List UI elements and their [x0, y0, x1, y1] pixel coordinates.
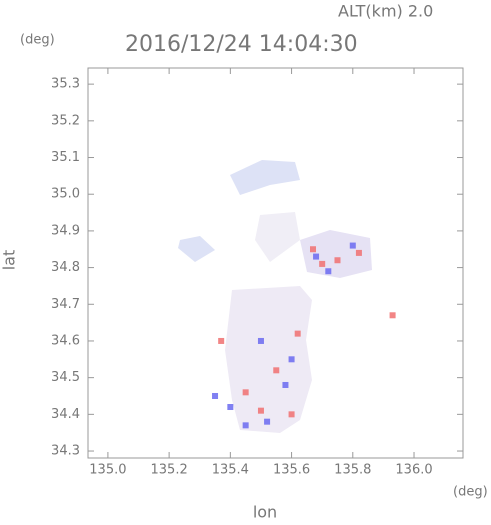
y-tick-label: 34.6	[51, 333, 80, 348]
y-tick-label: 35.1	[51, 150, 80, 165]
echo-point	[212, 392, 219, 399]
y-tick-label: 35.3	[51, 77, 80, 92]
echo-point	[242, 389, 249, 396]
x-tick-label: 135.0	[89, 463, 126, 478]
y-tick-label: 34.5	[51, 370, 80, 385]
x-tick-label: 136.0	[395, 463, 432, 478]
echo-point	[227, 404, 234, 411]
y-tick-label: 35.0	[51, 187, 80, 202]
echo-point	[319, 260, 326, 267]
y-unit: (deg)	[20, 33, 55, 48]
echo-point	[334, 257, 341, 264]
x-axis-label: lon	[253, 503, 277, 522]
field-area	[178, 236, 215, 262]
y-tick-label: 34.3	[51, 444, 80, 459]
echo-point	[389, 312, 396, 319]
echo-point	[349, 242, 356, 249]
echo-point	[310, 246, 316, 253]
y-axis-label: lat	[0, 250, 19, 271]
echo-point	[257, 407, 264, 414]
y-tick-label: 35.2	[51, 113, 80, 128]
echo-point	[264, 418, 271, 425]
x-unit: (deg)	[453, 485, 488, 500]
chart-title: 2016/12/24 14:04:30	[125, 32, 358, 57]
x-tick-label: 135.4	[212, 463, 249, 478]
altitude-label: ALT(km) 2.0	[338, 2, 433, 21]
echo-point	[218, 337, 225, 344]
x-tick-label: 135.6	[273, 463, 310, 478]
y-tick-label: 34.4	[51, 407, 80, 422]
field-area	[255, 212, 300, 262]
echo-point	[313, 253, 320, 260]
echo-field	[178, 160, 372, 433]
field-area	[225, 286, 312, 433]
echo-point	[355, 249, 362, 256]
echo-point	[325, 268, 332, 275]
y-tick-label: 34.8	[51, 260, 80, 275]
echo-point	[288, 411, 295, 418]
plot-frame	[87, 67, 464, 459]
y-tick-label: 34.9	[51, 223, 80, 238]
echo-point	[242, 422, 249, 429]
x-tick-label: 135.2	[151, 463, 188, 478]
field-area	[300, 230, 372, 278]
echo-point	[282, 381, 289, 388]
x-tick-label: 135.8	[334, 463, 371, 478]
echo-point	[257, 337, 264, 344]
echo-point	[294, 330, 301, 337]
y-tick-label: 34.7	[51, 297, 80, 312]
echo-point	[288, 356, 295, 363]
field-area	[230, 160, 300, 195]
echo-point	[273, 367, 280, 374]
